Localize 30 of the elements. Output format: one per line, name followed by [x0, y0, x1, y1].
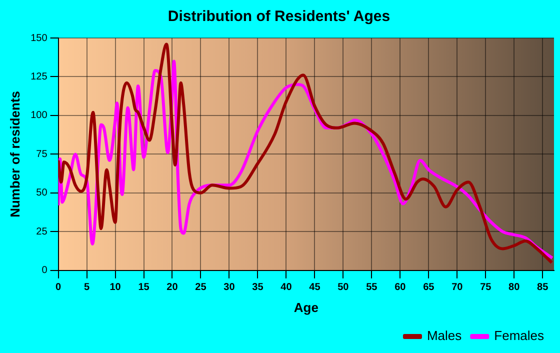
x-tick-label: 60: [394, 282, 406, 294]
x-tick-label: 10: [110, 282, 122, 294]
x-tick-label: 45: [309, 282, 321, 294]
x-tick-label: 85: [537, 282, 549, 294]
x-tick-label: 20: [166, 282, 178, 294]
y-tick-label: 75: [36, 148, 48, 160]
y-axis-title: Number of residents: [7, 90, 22, 218]
x-tick-label: 50: [338, 282, 350, 294]
x-tick-label: 15: [138, 282, 150, 294]
y-tick-label: 50: [36, 188, 48, 199]
x-tick-label: 0: [56, 282, 62, 294]
chart-title: Distribution of Residents' Ages: [168, 8, 390, 26]
x-tick-label: 35: [252, 282, 264, 294]
x-tick-label: 75: [480, 282, 492, 294]
x-axis-title: Age: [294, 300, 318, 315]
y-tick-label: 100: [30, 110, 48, 122]
y-tick-label: 0: [42, 265, 48, 276]
x-tick-label: 25: [195, 282, 207, 294]
y-tick-label: 125: [30, 71, 48, 82]
x-tick-label: 65: [423, 282, 435, 294]
legend-label: Females: [494, 328, 544, 344]
legend-label: Males: [426, 328, 462, 344]
y-tick-label: 150: [30, 32, 48, 44]
x-tick-label: 55: [366, 282, 378, 294]
y-tick-label: 25: [36, 226, 48, 238]
x-tick-label: 70: [452, 282, 464, 294]
x-tick-label: 40: [280, 282, 292, 294]
x-tick-label: 80: [508, 282, 520, 294]
x-tick-label: 30: [224, 282, 236, 294]
x-tick-label: 5: [84, 282, 90, 294]
